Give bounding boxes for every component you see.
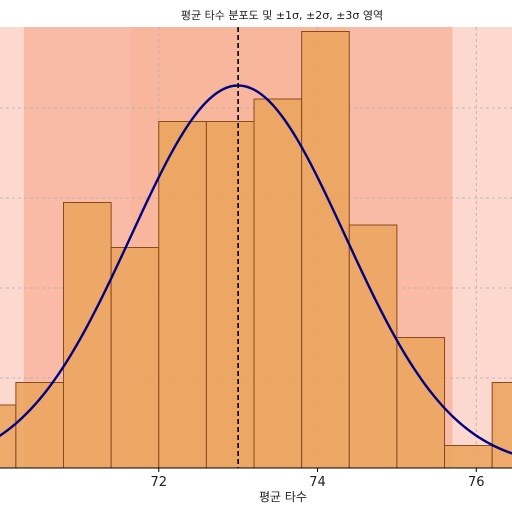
histogram-bar — [15, 382, 65, 469]
x-axis-label: 평균 타수 — [259, 490, 307, 504]
x-tick-label: 76 — [468, 475, 485, 490]
histogram-bar — [63, 202, 112, 469]
plot-area — [0, 27, 512, 472]
histogram-bar — [110, 247, 160, 469]
histogram-bar — [158, 121, 207, 469]
histogram-bar — [444, 445, 493, 469]
histogram-bar — [491, 382, 512, 469]
histogram-bar — [301, 31, 350, 469]
x-tick-label: 74 — [309, 475, 326, 490]
histogram-bar — [396, 337, 446, 469]
normal-fit-curve — [0, 84, 512, 455]
x-tick-label: 72 — [150, 475, 167, 490]
histogram-bar — [253, 98, 303, 469]
histogram-bar — [205, 121, 255, 469]
chart-title: 평균 타수 분포도 및 ±1σ, ±2σ, ±3σ 영역 — [181, 9, 383, 22]
histogram-bar — [0, 404, 17, 469]
